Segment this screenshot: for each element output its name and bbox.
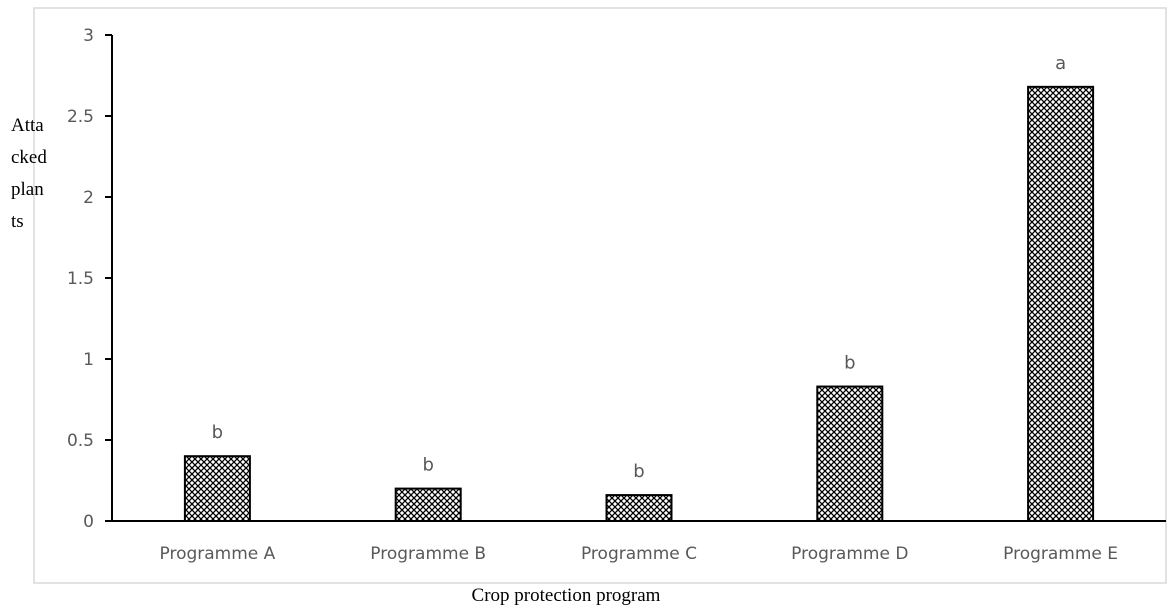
y-tick-label: 0 [83,512,94,532]
bar [1027,85,1095,522]
significance-letters: b b b b a [212,53,1066,482]
bar [816,385,884,523]
y-tick-label: 3 [83,26,94,46]
y-axis-label: Atta cked plan ts [11,115,52,232]
bar [605,494,673,522]
y-tick-label: 2.5 [67,107,94,127]
x-tick-label: Programme C [581,544,697,564]
y-tick-label: 1 [83,350,94,370]
chart-frame [33,7,1167,584]
x-tick-label: Programme E [1003,544,1118,564]
y-tick-label: 2 [83,188,94,208]
y-axis-ticks: 0 0.5 1 1.5 2 2.5 3 [67,26,112,532]
x-tick-label: Programme D [791,544,908,564]
significance-letter: b [212,422,223,443]
y-tick-label: 0.5 [67,431,94,451]
x-tick-label: Programme A [160,544,276,564]
significance-letter: b [422,455,433,476]
y-axis-label-line: ts [11,211,24,232]
y-axis-label-line: plan [11,179,44,200]
significance-letter: b [633,461,644,482]
bar [394,487,462,523]
x-axis-label: Crop protection program [472,585,661,606]
bar [183,455,251,523]
significance-letter: b [844,353,855,374]
bars [183,85,1095,523]
significance-letter: a [1055,53,1066,74]
x-tick-label: Programme B [370,544,486,564]
y-axis-label-line: Atta [11,115,44,136]
x-axis-tick-labels: Programme A Programme B Programme C Program… [160,544,1119,564]
y-axis-label-line: cked [11,147,47,168]
y-tick-label: 1.5 [67,269,94,289]
